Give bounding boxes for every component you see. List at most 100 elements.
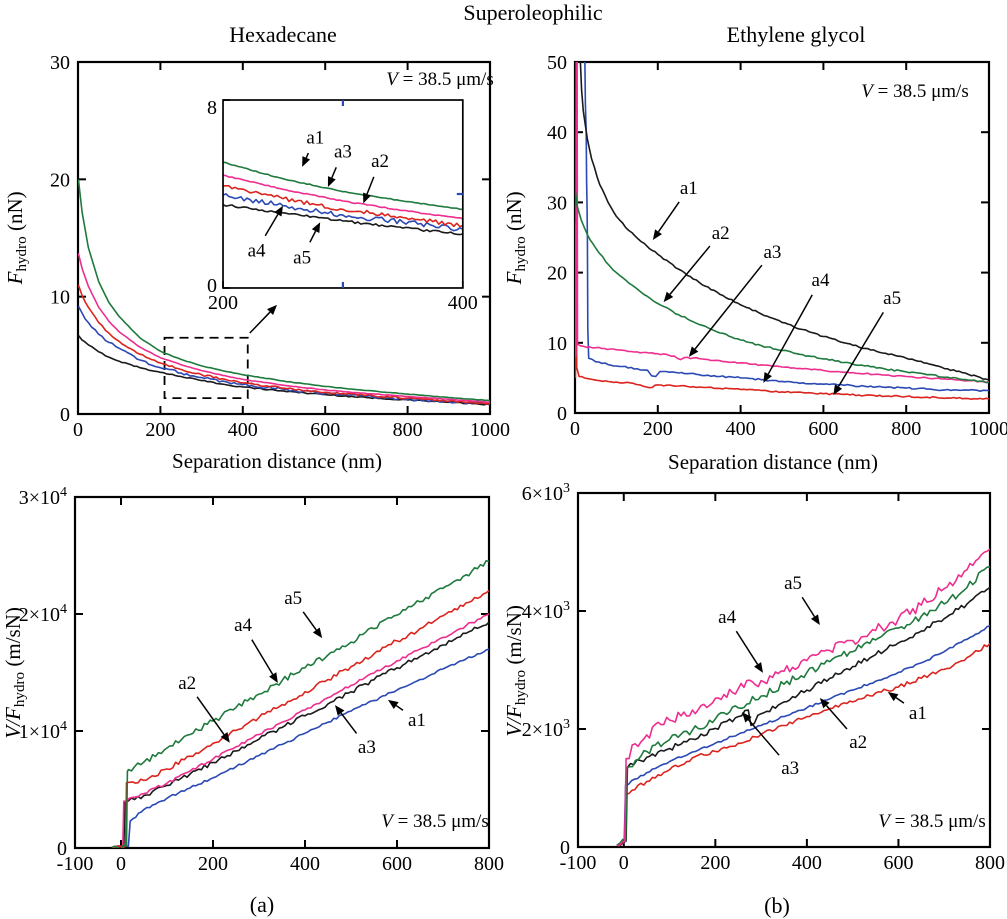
arrow-head xyxy=(387,699,399,710)
x-tick-label: 1000 xyxy=(470,419,510,441)
y-tick-label: 0 xyxy=(557,403,567,425)
inset-curve-a1 xyxy=(223,161,463,211)
curve-label-a2: a2 xyxy=(712,223,730,244)
y-axis-label-bottom-right: V/Fhydro (m/sN) xyxy=(502,541,530,801)
x-tick-label: 0 xyxy=(619,852,629,874)
curve-arrow-a1 xyxy=(657,201,680,233)
curve-arrow-a2 xyxy=(825,705,848,730)
curve-arrow-a5 xyxy=(309,230,317,243)
y-label-symbol: F xyxy=(3,271,28,285)
curve-arrow-a3 xyxy=(331,167,337,179)
curve-label-a5: a5 xyxy=(293,247,311,268)
arrow-head xyxy=(274,205,283,217)
y-tick-label: 20 xyxy=(547,263,567,285)
y-label-symbol: V/F xyxy=(502,705,527,737)
y-label-subscript: hydro xyxy=(13,236,30,272)
y-tick-label: 6×103 xyxy=(522,481,570,505)
inset-curve-a5 xyxy=(223,203,463,236)
plot-frame xyxy=(76,60,492,416)
x-axis-label-hexadecane: Separation distance (nm) xyxy=(127,449,427,474)
x-tick-label: 800 xyxy=(474,853,504,875)
curve-label-a5: a5 xyxy=(784,573,802,594)
y-tick-label: 50 xyxy=(547,52,567,74)
inset-curve-a4 xyxy=(223,193,463,232)
panel-ethylene-glycol: 0 200 400 600 800 1000 0 10 20 30 40 50 a1 a2 a3 a4 a5 xyxy=(547,52,1007,440)
curve-a4 xyxy=(111,589,489,848)
curve-label-a3: a3 xyxy=(764,242,782,263)
series-group xyxy=(616,548,990,847)
velocity-value: = 38.5 μm/s xyxy=(397,69,494,90)
y-label-units: (m/sN) xyxy=(502,605,527,670)
panel-hexadecane-mobility: -100 0 200 400 600 80001×1042×1043×104a5a4a2a… xyxy=(19,485,504,875)
y-label-units: (nN) xyxy=(502,191,527,237)
panel-ethylene-glycol-mobility: -100 0 200 400 600 80002×1034×1036×103a5a4a3a… xyxy=(522,481,1005,874)
y-tick-label: 30 xyxy=(547,192,567,214)
y-tick-label: 0 xyxy=(57,838,67,860)
curve-label-a3: a3 xyxy=(781,758,799,779)
x-tick-label: 200 xyxy=(643,418,673,440)
arrow-head xyxy=(327,176,336,187)
velocity-value: = 38.5 μm/s xyxy=(889,811,986,832)
plot-frame xyxy=(73,495,491,850)
y-tick-label: 2×103 xyxy=(522,717,570,741)
curve-arrow-a5 xyxy=(801,596,816,618)
series-group xyxy=(78,179,490,406)
velocity-symbol: V xyxy=(878,811,890,832)
curve-label-a2: a2 xyxy=(371,151,389,172)
y-tick-label: 1×104 xyxy=(19,719,67,743)
y-axis-label-bottom-left: V/Fhydro (m/sN) xyxy=(1,543,29,803)
x-tick-label: 400 xyxy=(228,419,258,441)
curve-arrow-a2 xyxy=(669,245,711,295)
y-label-symbol: F xyxy=(502,271,527,285)
arrow-head xyxy=(652,229,662,240)
curve-a4 xyxy=(583,62,989,392)
arrow-head xyxy=(763,372,772,383)
curve-arrow-a3 xyxy=(694,264,763,350)
y-tick-label: 0 xyxy=(60,404,70,426)
curve-a1 xyxy=(579,62,989,381)
curve-arrow-a4 xyxy=(264,213,279,237)
x-tick-label: 0 xyxy=(116,853,126,875)
curve-a4 xyxy=(616,566,990,846)
plot-frame xyxy=(576,491,992,849)
inset-x-tick-label: 200 xyxy=(208,292,238,314)
curve-a5 xyxy=(78,334,490,406)
curve-arrow-a5 xyxy=(302,611,317,631)
curve-a3 xyxy=(111,621,489,848)
velocity-symbol: V xyxy=(381,811,393,832)
curve-a3 xyxy=(575,62,989,384)
arrow-head xyxy=(311,222,321,234)
x-tick-label: 600 xyxy=(808,418,838,440)
curve-label-a3: a3 xyxy=(334,142,352,163)
velocity-note-top-right: V = 38.5 μm/s xyxy=(805,81,1007,103)
velocity-note-bottom-left: V = 38.5 μm/s xyxy=(325,811,545,833)
curve-arrow-a4 xyxy=(767,294,813,375)
curve-arrow-a1 xyxy=(895,697,905,704)
arrow-head xyxy=(269,672,278,684)
curve-a2 xyxy=(78,284,490,405)
arrow-head xyxy=(819,697,830,709)
x-tick-label: 0 xyxy=(73,419,83,441)
curve-arrow-a1 xyxy=(305,152,310,159)
inset-y-tick-label: 8 xyxy=(207,97,217,119)
x-tick-label: 200 xyxy=(145,419,175,441)
y-label-subscript: hydro xyxy=(512,236,529,272)
x-tick-label: 800 xyxy=(393,419,423,441)
curve-arrow-a5 xyxy=(837,312,884,387)
inset-curve-a3 xyxy=(223,174,463,220)
curve-a1 xyxy=(616,642,990,847)
curve-a2 xyxy=(111,613,489,848)
arrow-head xyxy=(220,732,230,743)
x-tick-label: 0 xyxy=(570,418,580,440)
x-axis-label-text: Separation distance (nm) xyxy=(172,449,382,473)
y-tick-label: 4×103 xyxy=(522,599,570,623)
x-tick-label: 400 xyxy=(792,852,822,874)
curve-label-a3: a3 xyxy=(358,737,376,758)
curve-label-a5: a5 xyxy=(883,288,901,309)
y-tick-label: 2×104 xyxy=(19,602,67,626)
panel-title-hexadecane: Hexadecane xyxy=(229,22,337,47)
inset-series-group xyxy=(223,161,463,236)
x-tick-label: 600 xyxy=(310,419,340,441)
